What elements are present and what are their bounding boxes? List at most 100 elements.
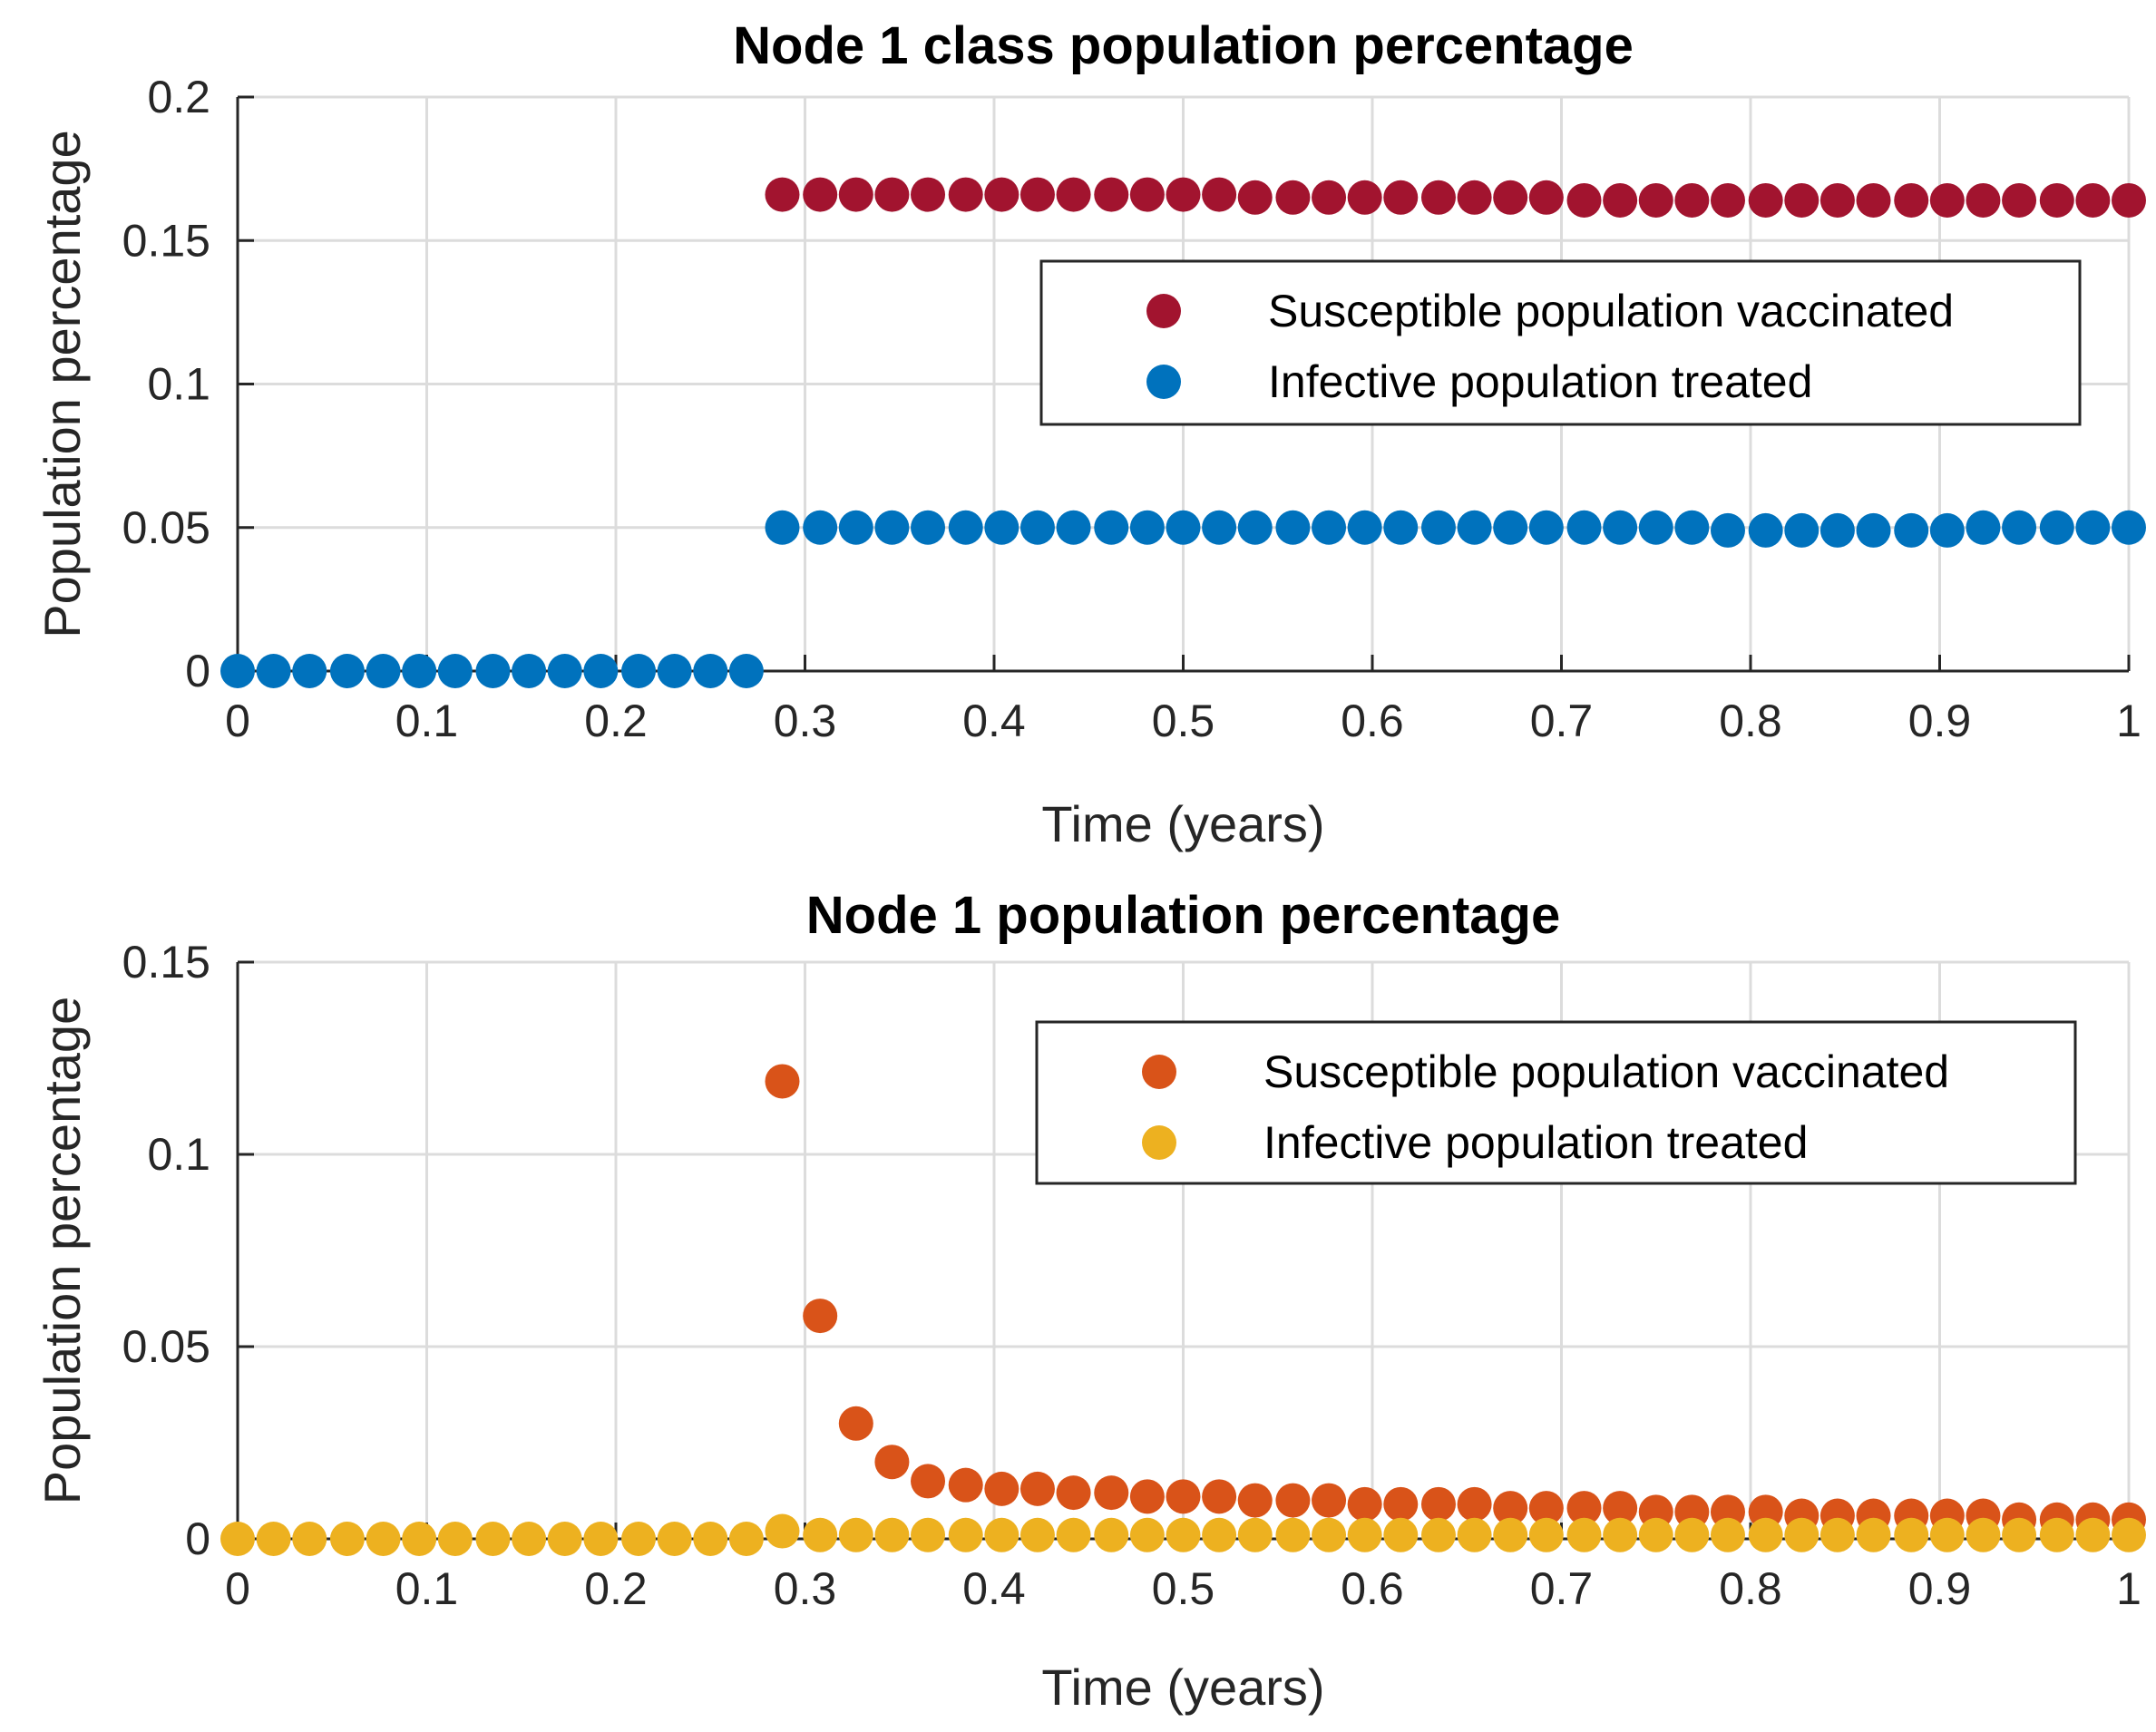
- data-point: [803, 177, 838, 212]
- data-point: [838, 1517, 873, 1552]
- data-point: [437, 1522, 473, 1556]
- data-point: [512, 1522, 547, 1556]
- data-point: [911, 1464, 946, 1499]
- data-point: [1566, 182, 1602, 218]
- data-point: [1710, 1517, 1745, 1552]
- data-point: [475, 654, 511, 688]
- data-point: [1056, 1475, 1091, 1511]
- data-point: [621, 654, 657, 688]
- data-point: [1784, 512, 1819, 548]
- data-point: [765, 177, 800, 212]
- data-point: [2075, 1517, 2111, 1552]
- data-point: [1638, 182, 1673, 218]
- legend-marker: [1146, 365, 1181, 399]
- x-tick-label: 0.7: [1530, 696, 1594, 746]
- legend: Susceptible population vaccinated Infecti…: [1039, 259, 2082, 426]
- data-point: [1056, 1517, 1091, 1552]
- data-point: [256, 654, 291, 688]
- data-point: [657, 654, 692, 688]
- data-point: [1094, 1475, 1129, 1511]
- data-point: [2112, 510, 2146, 545]
- data-point: [874, 177, 910, 212]
- data-point: [1566, 510, 1602, 545]
- data-point: [1566, 1517, 1602, 1552]
- data-point: [220, 654, 255, 688]
- data-point: [547, 654, 582, 688]
- data-point: [1493, 510, 1528, 545]
- x-tick-label: 0.3: [774, 1563, 837, 1614]
- data-point: [1202, 1479, 1237, 1514]
- data-point: [1166, 1479, 1201, 1514]
- data-point: [1856, 182, 1891, 218]
- data-point: [1237, 1483, 1273, 1518]
- data-point: [1129, 1479, 1165, 1514]
- data-point: [1166, 177, 1201, 212]
- data-point: [728, 654, 764, 688]
- x-tick-label: 0.1: [395, 696, 459, 746]
- chart-panel-2: 0 0.1 0.2 0.3 0.4 0.5 0.6 0.7 0.8 0.9 1 0 0.05 0.1 0.1…: [34, 886, 2146, 1716]
- data-point: [1312, 1483, 1347, 1518]
- data-point: [1056, 177, 1091, 212]
- data-point: [984, 1517, 1019, 1552]
- data-point: [1420, 1486, 1456, 1522]
- y-axis-label: Population percentage: [34, 997, 91, 1504]
- data-point: [1457, 510, 1492, 545]
- data-point: [1383, 510, 1419, 545]
- x-tick-label: 1: [2116, 696, 2141, 746]
- data-point: [1603, 510, 1638, 545]
- data-point: [366, 654, 401, 688]
- x-tick-label: 0.4: [962, 696, 1026, 746]
- data-point: [693, 654, 728, 688]
- legend-label: Susceptible population vaccinated: [1268, 286, 1954, 336]
- data-point: [621, 1522, 657, 1556]
- data-point: [2112, 182, 2146, 218]
- data-point: [1237, 510, 1273, 545]
- data-point: [803, 510, 838, 545]
- data-point: [1457, 180, 1492, 215]
- data-point: [693, 1522, 728, 1556]
- data-point: [1603, 182, 1638, 218]
- data-point: [1929, 512, 1965, 548]
- data-point: [1019, 1517, 1055, 1552]
- data-point: [1638, 1517, 1673, 1552]
- data-point: [1383, 1517, 1419, 1552]
- y-tick-label: 0.2: [147, 72, 210, 122]
- data-point: [1094, 510, 1129, 545]
- data-point: [2112, 1517, 2146, 1552]
- data-point: [1129, 510, 1165, 545]
- data-point: [1019, 1471, 1055, 1506]
- data-point: [366, 1522, 401, 1556]
- data-point: [1275, 180, 1311, 215]
- data-point: [1094, 177, 1129, 212]
- x-tick-label: 0.4: [962, 1563, 1026, 1614]
- y-tick-label: 0: [185, 646, 210, 696]
- data-point: [1347, 1486, 1382, 1522]
- x-tick-label: 0.2: [584, 1563, 648, 1614]
- data-point: [220, 1522, 255, 1556]
- x-tick-label: 0.5: [1152, 696, 1215, 746]
- data-point: [948, 510, 983, 545]
- data-point: [1493, 180, 1528, 215]
- data-point: [256, 1522, 291, 1556]
- data-point: [874, 1445, 910, 1480]
- y-tick-label: 0: [185, 1513, 210, 1564]
- data-point: [1710, 182, 1745, 218]
- data-point: [402, 654, 437, 688]
- data-point: [1748, 1517, 1783, 1552]
- data-point: [329, 1522, 365, 1556]
- legend-box: [1035, 1020, 2077, 1185]
- x-tick-label: 0.9: [1908, 696, 1972, 746]
- data-point: [1528, 510, 1564, 545]
- data-point: [547, 1522, 582, 1556]
- data-point: [1894, 512, 1929, 548]
- data-point: [765, 510, 800, 545]
- data-point: [911, 510, 946, 545]
- data-point: [2039, 182, 2074, 218]
- data-point: [911, 177, 946, 212]
- data-point: [1856, 1517, 1891, 1552]
- y-tick-label: 0.05: [122, 1321, 210, 1372]
- x-tick-label: 0.8: [1719, 1563, 1782, 1614]
- data-point: [1420, 510, 1456, 545]
- data-point: [948, 1517, 983, 1552]
